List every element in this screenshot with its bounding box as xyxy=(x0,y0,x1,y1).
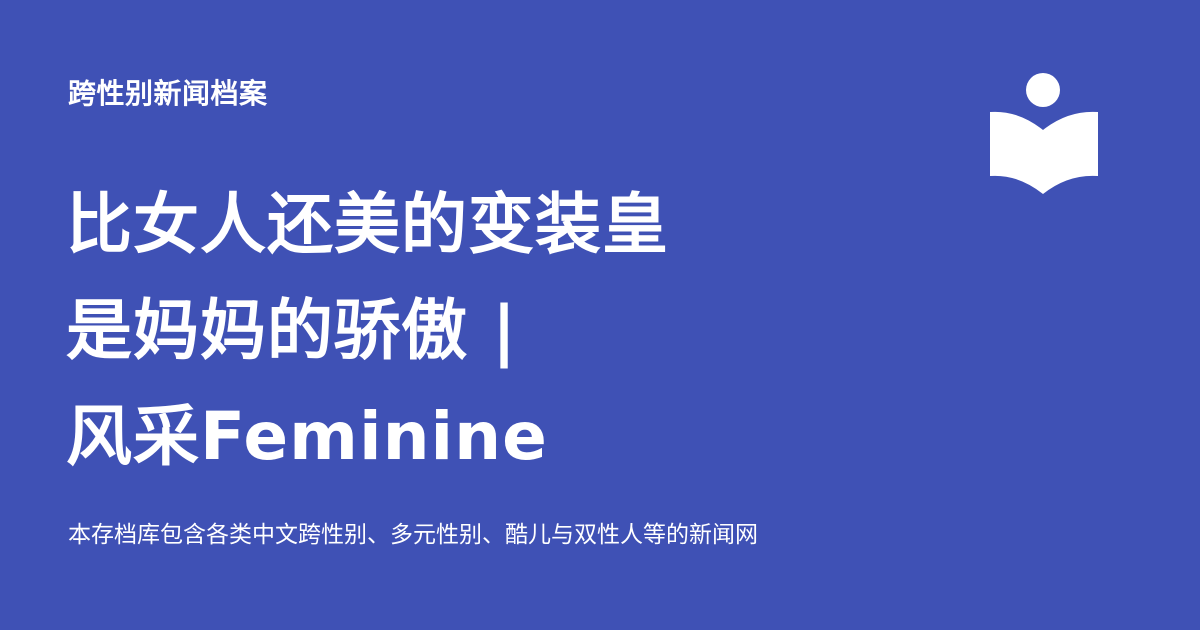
open-book-reader-icon xyxy=(990,73,1098,194)
article-title: 比女人还美的变装皇 是妈妈的骄傲 | 风采Feminine xyxy=(66,172,946,490)
article-title-line-1: 比女人还美的变装皇 xyxy=(66,186,669,263)
article-title-line-3: 风采Feminine xyxy=(66,398,548,475)
article-title-line-2: 是妈妈的骄傲 | xyxy=(66,292,518,369)
site-name: 跨性别新闻档案 xyxy=(68,77,268,110)
site-description: 本存档库包含各类中文跨性别、多元性别、酷儿与双性人等的新闻网 xyxy=(68,522,758,548)
